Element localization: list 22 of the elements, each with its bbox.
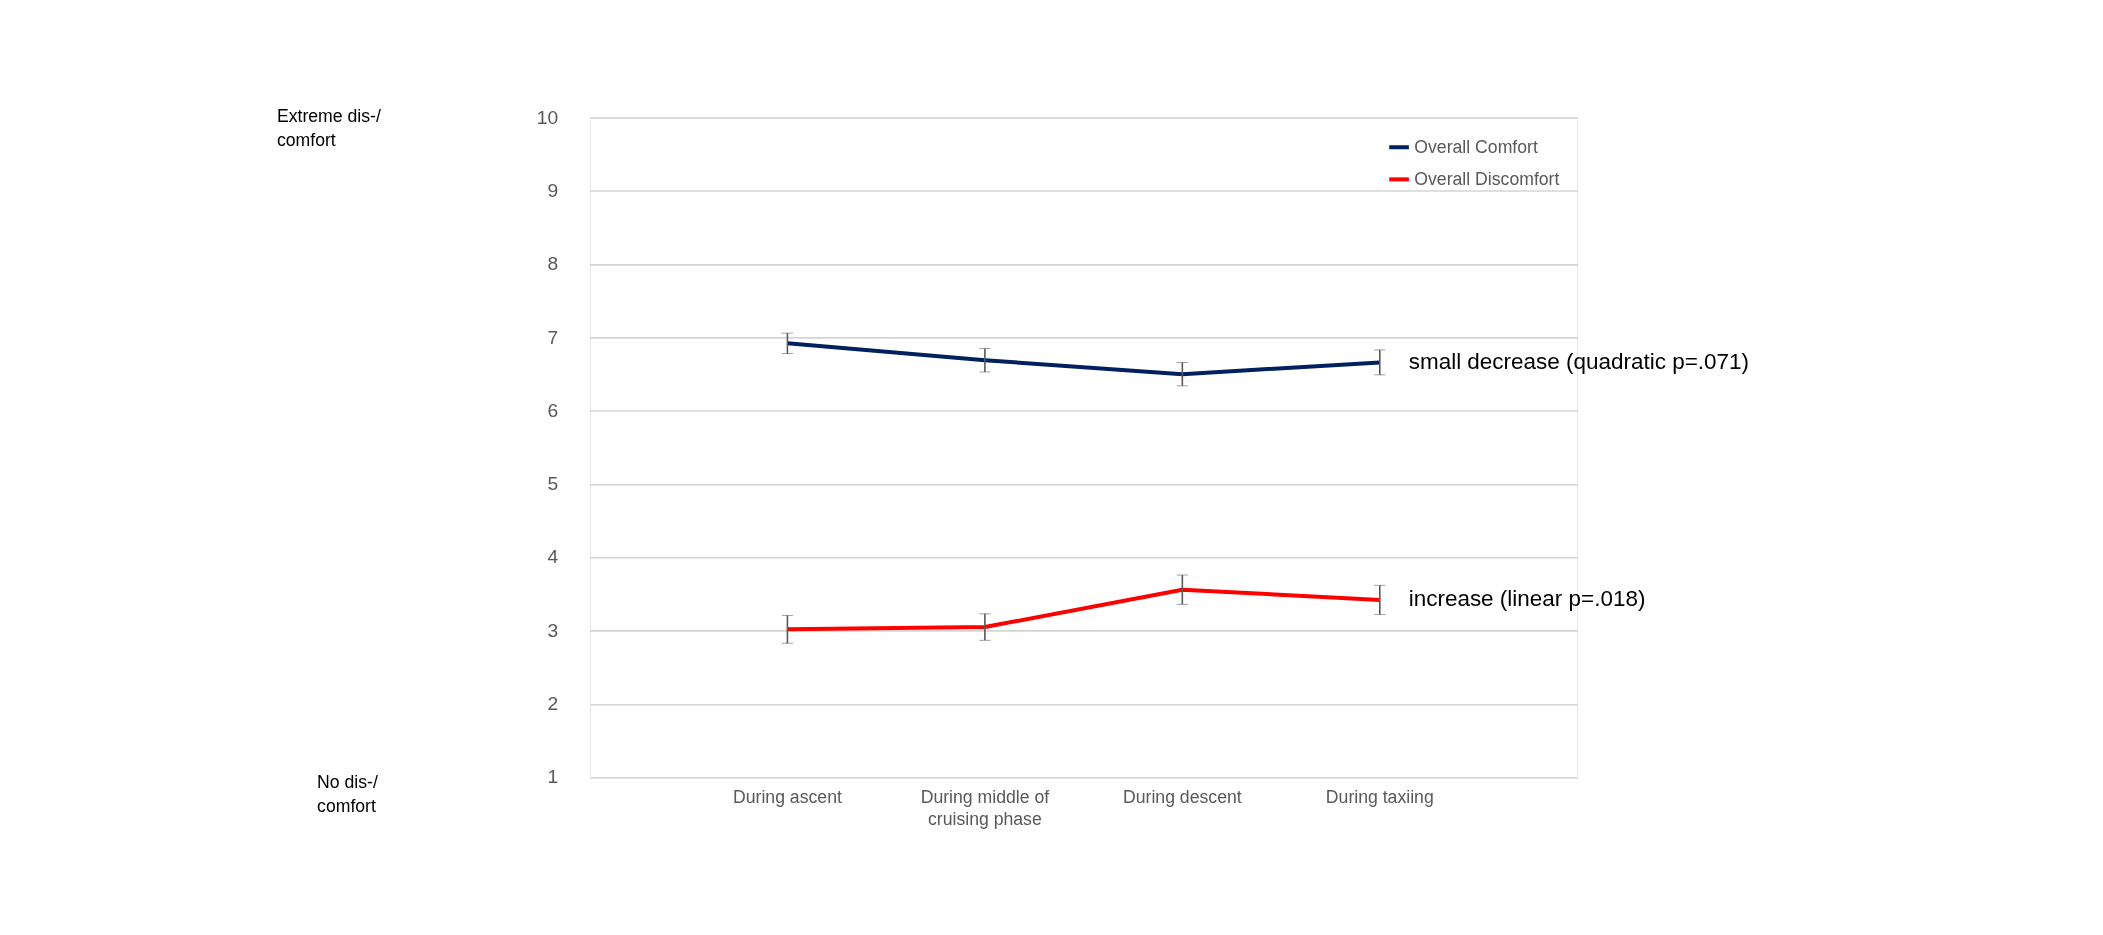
line-series	[785, 341, 1382, 377]
text: No dis-/ comfort	[317, 771, 378, 816]
x-tick-label: During middle of cruising phase	[920, 786, 1050, 830]
y-tick-label: 3	[547, 619, 559, 641]
x-tick-label: During ascent	[733, 786, 842, 807]
y-tick-label: 2	[547, 693, 559, 715]
line-series	[785, 587, 1382, 632]
y-tick-label: 6	[547, 399, 559, 421]
legend-label: Overall Comfort	[1414, 136, 1538, 157]
y-tick-label: 9	[547, 179, 559, 201]
y-tick-label: 8	[547, 253, 559, 275]
x-tick-label: During taxiing	[1325, 786, 1434, 807]
y-tick-label: 7	[547, 326, 559, 348]
text: Extreme dis-/ comfort	[276, 105, 381, 150]
y-tick-label: 4	[547, 546, 559, 568]
y-tick-label: 5	[547, 473, 559, 495]
x-tick-label: During descent	[1123, 786, 1242, 807]
annotation: small decrease (quadratic p=.071)	[1408, 348, 1750, 374]
y-tick-label: 10	[536, 106, 559, 128]
legend-label: Overall Discomfort	[1414, 168, 1560, 189]
annotation: increase (linear p=.018)	[1408, 586, 1646, 612]
y-tick-label: 1	[547, 766, 559, 788]
